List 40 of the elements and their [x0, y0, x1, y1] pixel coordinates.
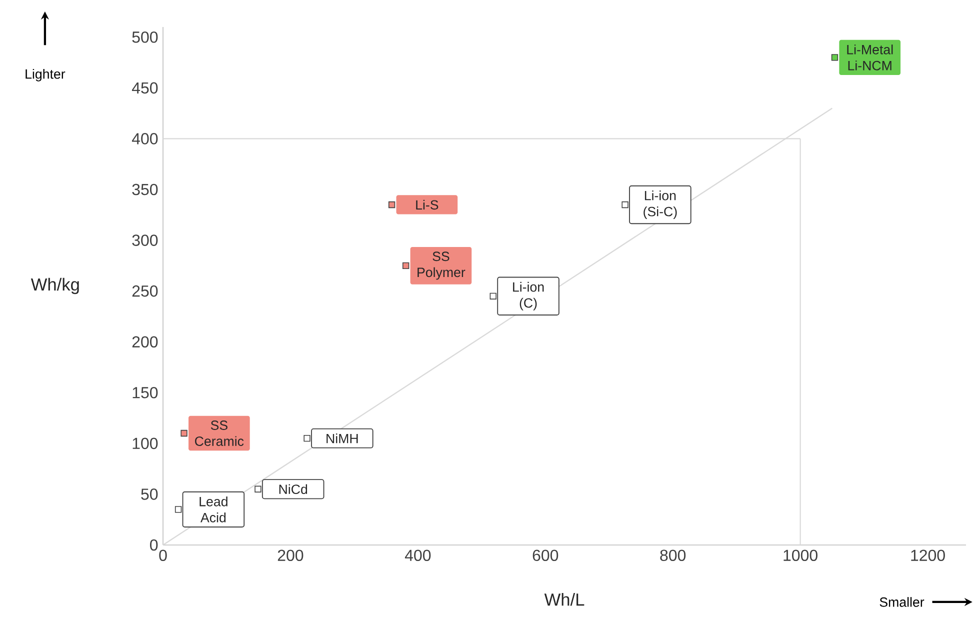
- point: [622, 201, 628, 208]
- data-label: SS Polymer: [418, 252, 466, 280]
- x-tick-label: 1200: [911, 550, 945, 562]
- data-label: Li-ion (Si-C): [644, 190, 677, 219]
- y-tick-label: 350: [132, 184, 158, 196]
- data-label: NiMH: [326, 434, 358, 444]
- x-tick-label: 200: [278, 550, 304, 562]
- x-tick-label: 400: [404, 550, 431, 562]
- point: [490, 292, 496, 300]
- y-axis-title: Wh/kg: [30, 278, 79, 294]
- x-tick-label: 0: [159, 550, 167, 562]
- y-tick-label: 150: [132, 386, 158, 398]
- text: Lighter: [26, 68, 66, 82]
- x-tick-label: 800: [660, 550, 686, 562]
- text: Smaller: [880, 597, 924, 607]
- point: [174, 506, 182, 513]
- data-label: NiCd: [279, 484, 308, 494]
- y-tick-label: 250: [132, 285, 158, 297]
- y-tick-label: 0: [150, 539, 158, 551]
- data-label: Li-ion (C): [513, 282, 544, 310]
- y-tick-label: 300: [132, 234, 158, 246]
- y-tick-label: 100: [132, 438, 158, 450]
- data-label: Lead Acid: [200, 496, 228, 522]
- point: [180, 430, 188, 437]
- y-tick-label: 450: [132, 82, 158, 94]
- point: [402, 262, 410, 270]
- y-tick-label: 50: [141, 488, 158, 500]
- data-label: Li-Metal Li-NCM: [847, 44, 893, 70]
- data-label: SS Ceramic: [195, 420, 244, 446]
- x-axis-title: Wh/L: [544, 593, 584, 606]
- data-label: Li-S: [416, 200, 438, 210]
- x-tick-label: 600: [532, 550, 558, 562]
- y-tick-label: 200: [132, 336, 158, 348]
- y-tick-label: 500: [132, 31, 158, 43]
- point: [254, 486, 262, 492]
- point: [388, 201, 396, 208]
- point: [304, 435, 310, 442]
- x-tick-label: 1000: [784, 550, 818, 562]
- point: [831, 54, 838, 61]
- y-tick-label: 400: [132, 133, 158, 144]
